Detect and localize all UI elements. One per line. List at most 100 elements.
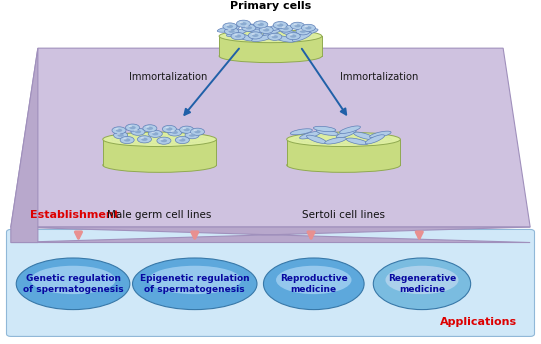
- Ellipse shape: [225, 28, 239, 35]
- Ellipse shape: [236, 20, 250, 27]
- Ellipse shape: [263, 27, 283, 35]
- Text: Immortalization: Immortalization: [129, 72, 207, 83]
- Ellipse shape: [257, 22, 260, 24]
- Ellipse shape: [262, 28, 266, 30]
- Text: Establishment: Establishment: [30, 210, 119, 220]
- Ellipse shape: [306, 135, 327, 143]
- Ellipse shape: [137, 136, 151, 143]
- Ellipse shape: [235, 34, 241, 38]
- Text: Reproductive
medicine: Reproductive medicine: [280, 274, 348, 294]
- Ellipse shape: [157, 137, 171, 144]
- Ellipse shape: [282, 27, 289, 30]
- Ellipse shape: [148, 266, 241, 294]
- Text: Male germ cell lines: Male germ cell lines: [108, 210, 212, 220]
- Ellipse shape: [300, 131, 320, 139]
- Text: Regenerative
medicine: Regenerative medicine: [388, 274, 456, 294]
- Ellipse shape: [267, 23, 287, 31]
- FancyBboxPatch shape: [6, 229, 535, 336]
- Ellipse shape: [272, 35, 278, 39]
- Ellipse shape: [219, 50, 322, 63]
- Ellipse shape: [228, 30, 235, 33]
- Ellipse shape: [240, 21, 243, 23]
- Ellipse shape: [166, 127, 173, 131]
- Text: Primary cells: Primary cells: [230, 1, 311, 11]
- Ellipse shape: [294, 23, 297, 25]
- Ellipse shape: [168, 129, 182, 136]
- Ellipse shape: [301, 24, 315, 31]
- Ellipse shape: [385, 266, 459, 294]
- Ellipse shape: [116, 129, 122, 132]
- Ellipse shape: [242, 24, 256, 31]
- Ellipse shape: [151, 132, 155, 133]
- Ellipse shape: [346, 138, 368, 145]
- Ellipse shape: [147, 127, 153, 130]
- Ellipse shape: [291, 129, 312, 135]
- Ellipse shape: [194, 130, 197, 131]
- Ellipse shape: [115, 128, 118, 130]
- Ellipse shape: [175, 137, 189, 143]
- Ellipse shape: [146, 126, 149, 128]
- Ellipse shape: [171, 131, 178, 134]
- Ellipse shape: [281, 30, 301, 37]
- Ellipse shape: [252, 33, 255, 35]
- Ellipse shape: [162, 126, 176, 132]
- Ellipse shape: [179, 138, 182, 140]
- Ellipse shape: [263, 28, 269, 32]
- Ellipse shape: [183, 128, 186, 129]
- Ellipse shape: [227, 29, 247, 36]
- Ellipse shape: [354, 132, 374, 140]
- Ellipse shape: [114, 132, 128, 139]
- Ellipse shape: [185, 132, 199, 139]
- Bar: [219, 36, 322, 56]
- Ellipse shape: [103, 132, 216, 147]
- Ellipse shape: [190, 128, 204, 135]
- Ellipse shape: [231, 33, 245, 40]
- Ellipse shape: [30, 266, 116, 294]
- Ellipse shape: [373, 258, 471, 310]
- Ellipse shape: [292, 32, 312, 41]
- Ellipse shape: [291, 22, 305, 29]
- Ellipse shape: [234, 34, 237, 36]
- Ellipse shape: [279, 25, 293, 32]
- Ellipse shape: [316, 129, 338, 136]
- Ellipse shape: [246, 26, 252, 30]
- Text: Sertoli cell lines: Sertoli cell lines: [302, 210, 385, 220]
- Ellipse shape: [305, 25, 308, 28]
- Ellipse shape: [117, 133, 124, 137]
- Ellipse shape: [228, 29, 231, 31]
- Ellipse shape: [117, 133, 120, 135]
- Ellipse shape: [179, 138, 186, 142]
- Ellipse shape: [16, 258, 130, 310]
- Ellipse shape: [325, 137, 346, 144]
- Ellipse shape: [273, 35, 295, 42]
- Ellipse shape: [287, 132, 400, 147]
- Ellipse shape: [226, 24, 229, 26]
- Ellipse shape: [227, 25, 233, 28]
- Text: Applications: Applications: [439, 318, 517, 327]
- Ellipse shape: [161, 139, 167, 142]
- Ellipse shape: [296, 28, 310, 35]
- Ellipse shape: [340, 126, 360, 133]
- Ellipse shape: [243, 27, 265, 33]
- Ellipse shape: [112, 127, 126, 134]
- Ellipse shape: [252, 34, 259, 37]
- Ellipse shape: [287, 158, 400, 172]
- Ellipse shape: [296, 29, 318, 35]
- Ellipse shape: [160, 139, 163, 140]
- Ellipse shape: [166, 127, 169, 129]
- Ellipse shape: [305, 26, 312, 30]
- Ellipse shape: [148, 130, 162, 137]
- Ellipse shape: [133, 258, 257, 310]
- Ellipse shape: [223, 23, 237, 30]
- Ellipse shape: [134, 130, 137, 131]
- Ellipse shape: [171, 130, 174, 132]
- Ellipse shape: [143, 125, 157, 132]
- Ellipse shape: [233, 33, 254, 41]
- Ellipse shape: [289, 34, 293, 36]
- Ellipse shape: [188, 133, 192, 135]
- Text: Immortalization: Immortalization: [340, 72, 418, 83]
- Ellipse shape: [103, 158, 216, 172]
- Ellipse shape: [282, 26, 285, 28]
- Ellipse shape: [263, 258, 364, 310]
- Ellipse shape: [189, 133, 195, 137]
